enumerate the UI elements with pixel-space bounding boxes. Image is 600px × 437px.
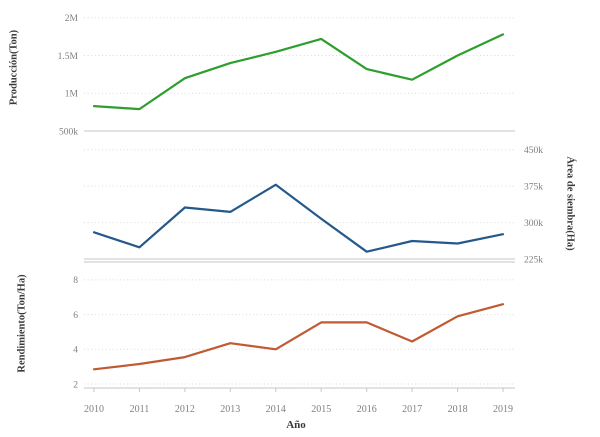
y-tick-label: 8	[73, 276, 78, 286]
y-tick-label: 4	[73, 346, 78, 356]
x-tick-label: 2014	[266, 404, 286, 415]
y-tick-label: 500k	[59, 127, 78, 137]
area-siembra-line	[92, 183, 505, 253]
y-axis-title-produccion: Producción(Ton)	[8, 29, 20, 106]
y-tick-label: 2M	[65, 14, 79, 24]
rendimiento-line	[92, 303, 505, 371]
y-axis-title-area-siembra: Área de siembra(Ha)	[564, 156, 576, 251]
y-tick-label: 1.5M	[58, 52, 79, 62]
x-axis-title: Año	[286, 419, 306, 431]
y-tick-label: 375k	[524, 182, 543, 192]
x-tick-label: 2010	[84, 404, 104, 415]
x-tick-label: 2017	[402, 404, 422, 415]
x-tick-label: 2019	[493, 404, 513, 415]
y-tick-label: 1M	[65, 90, 79, 100]
y-tick-label: 300k	[524, 219, 543, 229]
x-tick-label: 2016	[357, 404, 377, 415]
y-tick-label: 225k	[524, 255, 543, 265]
produccion-line	[92, 33, 505, 111]
y-axis-title-rendimiento: Rendimiento(Ton/Ha)	[16, 274, 28, 373]
x-tick-label: 2011	[130, 404, 150, 415]
y-tick-label: 450k	[524, 146, 543, 156]
x-tick-label: 2018	[448, 404, 468, 415]
y-tick-label: 6	[73, 311, 78, 321]
y-tick-label: 2	[73, 380, 78, 390]
x-tick-label: 2015	[311, 404, 331, 415]
x-tick-label: 2013	[220, 404, 240, 415]
x-tick-label: 2012	[175, 404, 195, 415]
